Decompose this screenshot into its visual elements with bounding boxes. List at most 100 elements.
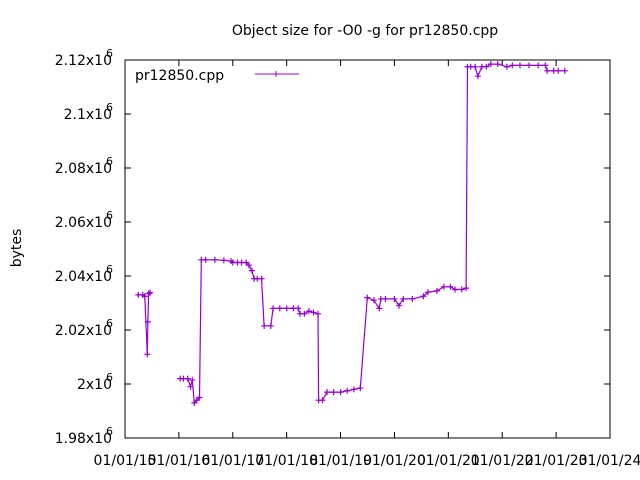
y-tick-mantissa: 2.12x10 xyxy=(55,53,112,69)
x-tick-label: 01/01/24 xyxy=(579,453,640,469)
data-point xyxy=(447,283,454,290)
data-point xyxy=(440,283,447,290)
data-point xyxy=(396,302,403,309)
x-tick-label: 01/01/21 xyxy=(417,453,480,469)
data-point xyxy=(474,73,481,80)
x-axis-ticks: 01/01/1501/01/1601/01/1701/01/1801/01/19… xyxy=(94,60,640,469)
data-point xyxy=(555,67,562,74)
data-point xyxy=(509,62,516,69)
y-tick-label: 1.98x10 xyxy=(55,431,112,447)
y-tick-label: 2.02x10 xyxy=(55,323,112,339)
data-point xyxy=(310,309,317,316)
data-point xyxy=(220,257,227,264)
plot-border xyxy=(124,59,611,439)
data-point xyxy=(542,62,549,69)
x-tick-label: 01/01/23 xyxy=(525,453,588,469)
y-axis-label: bytes xyxy=(9,229,25,268)
series-layer xyxy=(135,61,568,406)
x-tick-label: 01/01/19 xyxy=(309,453,372,469)
data-point xyxy=(452,286,459,293)
data-point xyxy=(245,262,252,269)
y-tick-mantissa: 2x10 xyxy=(77,377,112,393)
data-point xyxy=(494,61,501,68)
data-point xyxy=(382,295,389,302)
data-point xyxy=(516,62,523,69)
data-point xyxy=(202,256,209,263)
y-tick-exponent: 6 xyxy=(106,209,113,222)
data-point xyxy=(305,308,312,315)
data-point xyxy=(483,63,490,70)
data-point xyxy=(525,62,532,69)
data-point xyxy=(364,294,371,301)
y-tick-exponent: 6 xyxy=(106,263,113,276)
data-point xyxy=(267,322,274,329)
data-point xyxy=(243,259,250,266)
legend-label: pr12850.cpp xyxy=(135,68,224,84)
y-tick-exponent: 6 xyxy=(106,371,113,384)
y-tick-mantissa: 2.1x10 xyxy=(64,107,112,123)
data-point xyxy=(301,310,308,317)
y-tick-exponent: 6 xyxy=(106,101,113,114)
data-point xyxy=(144,318,151,325)
data-point xyxy=(357,385,364,392)
data-point xyxy=(295,305,302,312)
y-tick-mantissa: 2.04x10 xyxy=(55,269,112,285)
data-point xyxy=(193,397,200,404)
chart-title: Object size for -O0 -g for pr12850.cpp xyxy=(232,23,498,39)
data-point xyxy=(503,63,510,70)
data-point xyxy=(270,305,277,312)
data-point xyxy=(376,305,383,312)
data-point xyxy=(337,389,344,396)
y-tick-mantissa: 1.98x10 xyxy=(55,431,112,447)
data-point xyxy=(420,293,427,300)
data-point xyxy=(261,322,268,329)
y-tick-label: 2.1x10 xyxy=(64,107,112,123)
y-tick-label: 2.06x10 xyxy=(55,215,112,231)
data-point xyxy=(409,295,416,302)
data-point xyxy=(211,256,218,263)
legend: pr12850.cpp xyxy=(135,68,299,84)
data-point xyxy=(187,383,194,390)
data-point xyxy=(424,289,431,296)
x-tick-label: 01/01/16 xyxy=(147,453,210,469)
y-tick-exponent: 6 xyxy=(106,425,113,438)
data-point xyxy=(323,389,330,396)
data-point xyxy=(391,295,398,302)
data-point xyxy=(196,394,203,401)
data-point xyxy=(248,267,255,274)
data-point xyxy=(141,293,148,300)
y-tick-mantissa: 2.08x10 xyxy=(55,161,112,177)
series-line xyxy=(180,63,565,405)
data-point xyxy=(344,387,351,394)
y-tick-exponent: 6 xyxy=(106,47,113,60)
data-point xyxy=(319,397,326,404)
y-tick-exponent: 6 xyxy=(106,317,113,330)
data-point xyxy=(535,62,542,69)
y-tick-label: 2.04x10 xyxy=(55,269,112,285)
data-point xyxy=(258,275,265,282)
data-point xyxy=(433,287,440,294)
data-point xyxy=(463,285,470,292)
data-point xyxy=(458,286,465,293)
data-point xyxy=(400,295,407,302)
x-tick-label: 01/01/18 xyxy=(255,453,318,469)
x-tick-label: 01/01/20 xyxy=(363,453,426,469)
data-point xyxy=(276,305,283,312)
data-point xyxy=(144,351,151,358)
x-tick-label: 01/01/15 xyxy=(94,453,157,469)
x-tick-label: 01/01/17 xyxy=(201,453,264,469)
data-point xyxy=(350,386,357,393)
data-point xyxy=(189,376,196,383)
data-point xyxy=(561,67,568,74)
x-tick-label: 01/01/22 xyxy=(471,453,534,469)
y-tick-label: 2.12x10 xyxy=(55,53,112,69)
data-point xyxy=(184,375,191,382)
data-point xyxy=(487,61,494,68)
legend-marker xyxy=(273,71,279,77)
data-point xyxy=(472,63,479,70)
y-tick-mantissa: 2.06x10 xyxy=(55,215,112,231)
y-tick-label: 2x10 xyxy=(77,377,112,393)
data-point xyxy=(283,305,290,312)
y-tick-mantissa: 2.02x10 xyxy=(55,323,112,339)
